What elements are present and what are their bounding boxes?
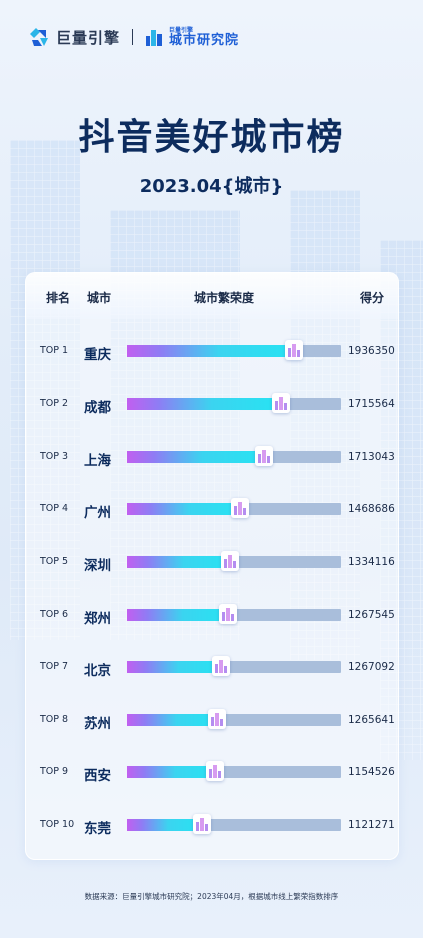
score-value: 1267545 — [348, 609, 395, 621]
prosperity-bar-track — [127, 604, 341, 624]
rank-label: TOP 2 — [40, 398, 69, 409]
logo-text: 巨量引擎 — [56, 28, 121, 47]
city-name: 重庆 — [84, 347, 111, 363]
city-name: 广州 — [84, 505, 111, 521]
rank-label: TOP 6 — [40, 609, 69, 620]
rank-label: TOP 10 — [40, 819, 75, 830]
score-value: 1265641 — [348, 714, 395, 726]
building-marker-icon — [192, 814, 211, 834]
header-city: 城市 — [87, 291, 112, 305]
table-row: TOP 7 北京 1267092 — [26, 656, 398, 680]
city-name: 苏州 — [84, 716, 111, 732]
prosperity-bar-track — [127, 761, 341, 781]
table-row: TOP 1 重庆 1936350 — [26, 340, 398, 364]
table-row: TOP 9 西安 1154526 — [26, 761, 398, 785]
city-name: 西安 — [84, 768, 111, 784]
city-name: 上海 — [84, 453, 111, 469]
logo-divider — [132, 29, 134, 45]
table-row: TOP 3 上海 1713043 — [26, 446, 398, 470]
prosperity-bar-track — [127, 446, 341, 466]
score-value: 1715564 — [348, 398, 395, 410]
rank-label: TOP 4 — [40, 503, 69, 514]
table-row: TOP 4 广州 1468686 — [26, 498, 398, 522]
building-marker-icon — [231, 498, 250, 518]
prosperity-bar-fill — [127, 398, 282, 410]
table-row: TOP 6 郑州 1267545 — [26, 604, 398, 628]
prosperity-bar-fill — [127, 609, 228, 621]
building-marker-icon — [205, 761, 224, 781]
header-rank: 排名 — [46, 291, 71, 305]
prosperity-bar-fill — [127, 556, 230, 568]
rank-label: TOP 1 — [40, 345, 69, 356]
logo2-small-text: 巨量引擎 — [169, 26, 194, 34]
prosperity-bar-track — [127, 340, 341, 360]
juliang-logo-icon — [28, 26, 50, 48]
prosperity-bar-fill — [127, 451, 264, 463]
prosperity-bar-fill — [127, 503, 241, 515]
score-value: 1334116 — [348, 556, 395, 568]
background-building — [380, 240, 423, 760]
table-row: TOP 10 东莞 1121271 — [26, 814, 398, 838]
background-building — [290, 190, 360, 660]
score-value: 1468686 — [348, 503, 395, 515]
city-name: 郑州 — [84, 611, 111, 627]
building-marker-icon — [272, 393, 291, 413]
prosperity-bar-track — [127, 551, 341, 571]
building-marker-icon — [284, 340, 303, 360]
page-title: 抖音美好城市榜 — [78, 117, 345, 158]
prosperity-bar-fill — [127, 661, 222, 673]
city-institute-logo-icon — [145, 28, 163, 46]
prosperity-bar-track — [127, 393, 341, 413]
rank-label: TOP 5 — [40, 556, 69, 567]
prosperity-bar-track — [127, 709, 341, 729]
rank-label: TOP 8 — [40, 714, 69, 725]
prosperity-bar-fill — [127, 714, 217, 726]
score-value: 1121271 — [348, 819, 395, 831]
city-name: 东莞 — [84, 821, 111, 837]
prosperity-bar-fill — [127, 766, 215, 778]
city-name: 成都 — [84, 400, 111, 416]
prosperity-bar-track — [127, 814, 341, 834]
city-name: 北京 — [84, 663, 111, 679]
background-building — [10, 140, 80, 640]
header-score: 得分 — [360, 291, 385, 305]
building-marker-icon — [212, 656, 231, 676]
score-value: 1936350 — [348, 345, 395, 357]
brand-logo-bar: 巨量引擎 巨量引擎 城市研究院 — [28, 24, 239, 50]
table-row: TOP 5 深圳 1334116 — [26, 551, 398, 575]
city-institute-brand: 巨量引擎 城市研究院 — [169, 26, 240, 48]
prosperity-bar-fill — [127, 345, 294, 357]
background-building — [10, 140, 80, 640]
score-value: 1154526 — [348, 766, 395, 778]
table-header — [26, 273, 398, 319]
building-marker-icon — [218, 604, 237, 624]
logo2-text: 城市研究院 — [169, 32, 240, 48]
building-marker-icon — [220, 551, 239, 571]
prosperity-bar-fill — [127, 819, 202, 831]
prosperity-bar-track — [127, 656, 341, 676]
rank-label: TOP 7 — [40, 661, 69, 672]
background-building — [290, 190, 360, 660]
building-marker-icon — [254, 446, 273, 466]
footer-source: 数据来源：巨量引擎城市研究院；2023年04月，根据城市线上繁荣指数排序 — [84, 892, 339, 901]
page-subtitle: 2023.04{城市} — [139, 176, 284, 197]
rank-label: TOP 9 — [40, 766, 69, 777]
rank-label: TOP 3 — [40, 451, 69, 462]
header-prosperity: 城市繁荣度 — [194, 291, 255, 305]
table-row: TOP 8 苏州 1265641 — [26, 709, 398, 733]
city-name: 深圳 — [84, 558, 111, 574]
score-value: 1267092 — [348, 661, 395, 673]
ranking-panel: 排名 城市 城市繁荣度 得分 TOP 1 重庆 1936350 TOP 2 成都 1715… — [25, 272, 399, 860]
score-value: 1713043 — [348, 451, 395, 463]
background-building — [380, 240, 423, 760]
building-marker-icon — [207, 709, 226, 729]
table-row: TOP 2 成都 1715564 — [26, 393, 398, 417]
prosperity-bar-track — [127, 498, 341, 518]
